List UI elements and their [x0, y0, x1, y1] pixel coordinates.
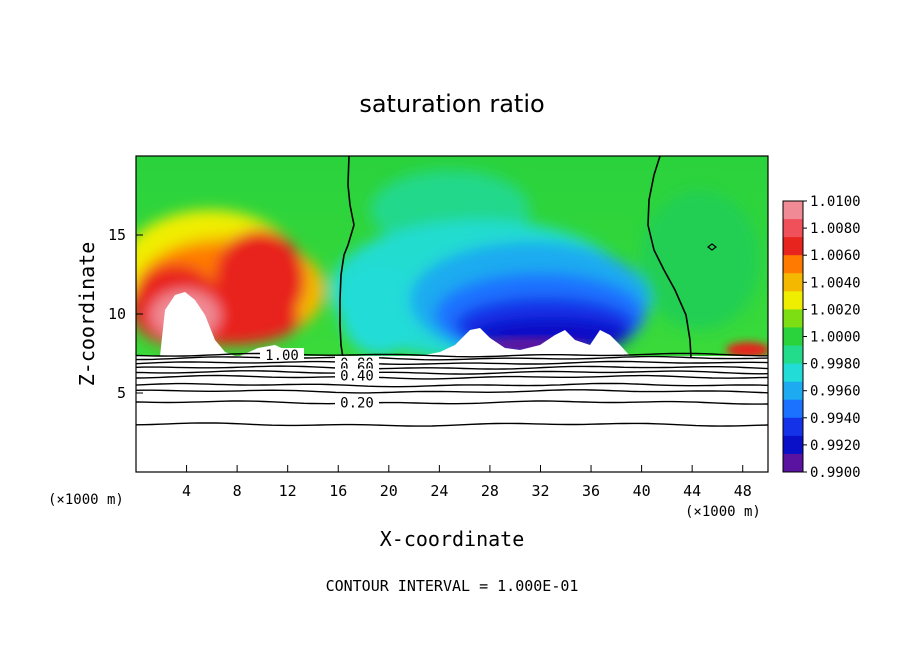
contour-line: [136, 389, 768, 394]
colorbar-swatch: [783, 237, 803, 256]
contour-interval-note: CONTOUR INTERVAL = 1.000E-01: [326, 577, 579, 595]
x-tick-label: 20: [380, 482, 398, 500]
x-tick-label: 12: [279, 482, 297, 500]
contour-line: [136, 422, 768, 427]
x-tick-label: 32: [531, 482, 549, 500]
contour-label-bg: [335, 368, 379, 382]
plot-area: 1.000.800.600.400.20: [136, 156, 768, 472]
contour-label: 0.40: [340, 369, 374, 385]
contour-label-bg: [260, 348, 304, 362]
x-unit-label-right: (×1000 m): [685, 504, 761, 520]
x-tick-label: 36: [582, 482, 600, 500]
contour-label: 1.00: [265, 348, 299, 364]
x-tick-label: 8: [233, 482, 242, 500]
x-tick-label: 48: [734, 482, 752, 500]
contour-label-bg: [335, 395, 379, 409]
colorbar: 1.0100 1.0080 1.0060 1.0040 1.0020 1.0000 0.99…: [782, 194, 861, 481]
colorbar-swatch: [783, 363, 803, 383]
contour-line: [136, 352, 768, 358]
contour-lines: [136, 352, 768, 427]
colorbar-label: 1.0000: [810, 330, 861, 346]
contour-line: [136, 374, 768, 380]
x-unit-label-left: (×1000 m): [48, 492, 124, 508]
colorbar-label: 0.9980: [810, 357, 861, 373]
colorbar-label: 0.9940: [810, 411, 861, 427]
x-tick-label: 28: [481, 482, 499, 500]
colorbar-swatch: [783, 273, 803, 292]
chart-title: saturation ratio: [359, 90, 544, 118]
colorbar-swatch: [783, 255, 803, 274]
contour-line: [136, 365, 768, 370]
colorbar-swatch: [783, 219, 803, 238]
colorbar-label: 1.0020: [810, 302, 861, 318]
contour-labels: 1.000.800.600.400.20: [260, 348, 379, 411]
colorbar-swatch: [783, 345, 803, 365]
colorbar-swatch: [783, 327, 803, 347]
colorbar-swatch: [783, 309, 803, 328]
colorbar-label: 1.0060: [810, 248, 861, 264]
y-tick-label: 15: [108, 226, 126, 244]
colorbar-label: 1.0080: [810, 221, 861, 237]
contour-line: [136, 360, 768, 365]
colorbar-swatch: [783, 291, 803, 310]
colorbar-swatch: [783, 399, 803, 419]
y-axis-label: Z-coordinate: [75, 242, 99, 387]
contour-line: [136, 370, 768, 375]
colorbar-label: 0.9920: [810, 438, 861, 454]
x-axis-ticks: 4 8 12 16 20 24 28 32 36 40 44 48: [182, 465, 752, 500]
contour-label: 0.20: [340, 395, 374, 411]
colorbar-label: 0.9960: [810, 384, 861, 400]
x-tick-label: 44: [683, 482, 701, 500]
x-tick-label: 16: [329, 482, 347, 500]
colorbar-label: 1.0100: [810, 194, 861, 210]
x-tick-label: 24: [430, 482, 448, 500]
saturation-one-contours: [339, 156, 717, 359]
contour-line: [136, 400, 768, 405]
x-tick-label: 4: [182, 482, 191, 500]
contour-line: [136, 355, 768, 361]
colorbar-label: 0.9900: [810, 465, 861, 481]
contour-line: [136, 382, 768, 388]
y-tick-label: 10: [108, 305, 126, 323]
x-tick-label: 40: [633, 482, 651, 500]
colorbar-swatch: [783, 201, 803, 220]
y-axis-ticks: 5 10 15: [108, 226, 143, 402]
x-axis-label: X-coordinate: [380, 527, 525, 551]
colorbar-label: 1.0040: [810, 275, 861, 291]
colorbar-swatch: [783, 381, 803, 401]
colorbar-swatch: [783, 417, 803, 437]
saturation-field: [136, 156, 768, 472]
colorbar-swatch: [783, 435, 803, 455]
colorbar-swatch: [783, 453, 803, 473]
y-tick-label: 5: [117, 384, 126, 402]
